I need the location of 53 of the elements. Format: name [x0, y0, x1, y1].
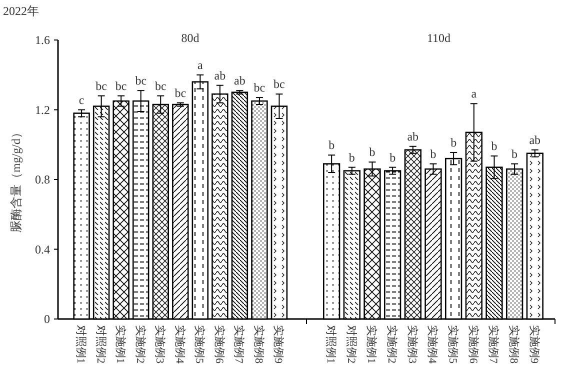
text: 2022年 — [3, 4, 39, 18]
x-tick-label: 实施例1 — [114, 325, 128, 364]
x-tick-label: 实施例8 — [508, 325, 521, 364]
x-tick-label: 实施例2 — [134, 325, 147, 364]
y-tick-label: 0.8 — [35, 172, 50, 186]
data-label: bc — [174, 86, 186, 100]
chart-title: 110d — [426, 31, 451, 45]
data-label: ab — [529, 132, 541, 147]
data-label: b — [348, 150, 355, 164]
x-tick-label: 实施例7 — [487, 325, 500, 364]
x-tick-label: 实施例9 — [528, 325, 541, 364]
y-tick-label: 1.6 — [35, 33, 50, 47]
data-label: bc — [274, 77, 285, 92]
x-tick-label: 实施例9 — [272, 325, 286, 364]
x-tick-label: 实施例4 — [426, 325, 440, 364]
data-label: bc — [135, 74, 147, 88]
data-label: b — [491, 138, 498, 153]
y-tick-label: 0 — [44, 312, 50, 326]
data-label: b — [512, 146, 518, 161]
y-tick-label: 0.4 — [35, 242, 50, 256]
x-tick-label: 实施例7 — [232, 325, 246, 364]
x-tick-label: 实施例4 — [173, 325, 186, 364]
data-label: c — [78, 92, 84, 107]
x-tick-label: 实施例3 — [154, 325, 167, 364]
data-label: ab — [407, 129, 419, 144]
data-label: bc — [115, 78, 127, 93]
data-label: b — [390, 150, 396, 164]
data-label: b — [328, 138, 335, 152]
x-tick-label: 对照例2 — [94, 325, 108, 364]
data-label: a — [197, 58, 204, 72]
x-tick-label: 对照例2 — [344, 325, 358, 364]
x-tick-label: 实施例1 — [365, 325, 378, 364]
data-label: b — [369, 145, 376, 160]
x-tick-label: 实施例6 — [466, 325, 480, 364]
x-tick-label: 实施例5 — [446, 325, 460, 364]
y-tick-label: 1.2 — [35, 102, 50, 117]
x-tick-label: 实施例8 — [252, 325, 266, 364]
data-label: bc — [254, 80, 266, 95]
data-label: a — [471, 86, 478, 101]
x-tick-label: 实施例5 — [193, 325, 206, 364]
data-label: bc — [154, 78, 166, 93]
x-tick-label: 实施例2 — [386, 325, 399, 364]
chart-title: 80d — [181, 31, 200, 45]
data-label: b — [430, 146, 436, 161]
data-label: b — [450, 135, 457, 150]
x-tick-label: 实施例3 — [406, 325, 419, 364]
y-axis-title: 脲酶含量（mg/g/d） — [9, 126, 23, 233]
data-label: ab — [214, 68, 226, 82]
x-tick-label: 对照例1 — [74, 325, 88, 364]
x-tick-label: 对照例1 — [324, 325, 338, 364]
x-tick-label: 实施例6 — [212, 325, 226, 364]
data-label: ab — [234, 74, 246, 88]
data-label: bc — [96, 78, 107, 93]
